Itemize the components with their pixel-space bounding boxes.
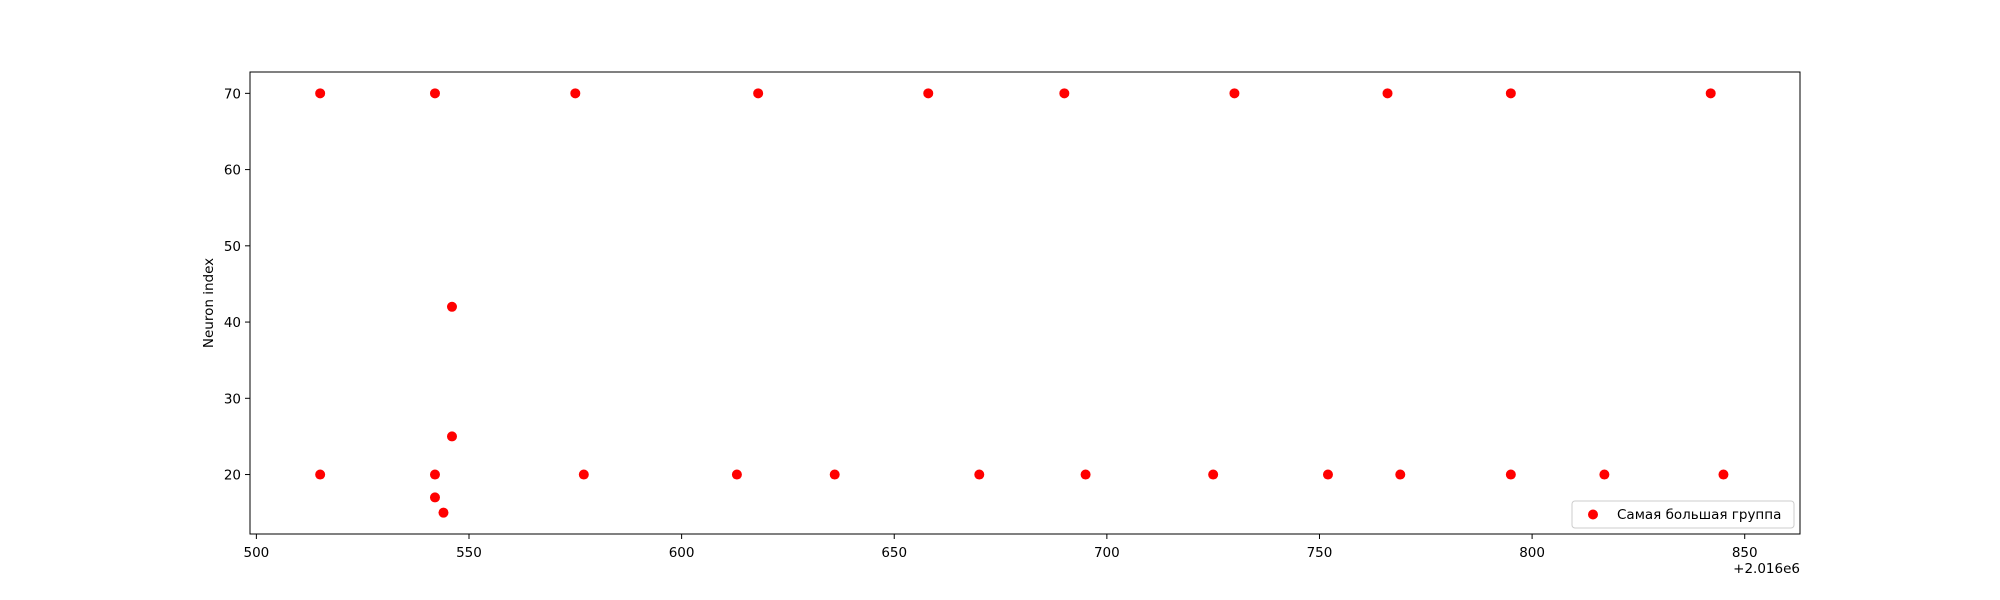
- x-tick-label: 550: [456, 545, 482, 561]
- data-point: [315, 469, 326, 480]
- data-point: [974, 469, 985, 480]
- y-tick-label: 30: [224, 391, 241, 407]
- data-point: [446, 301, 457, 312]
- x-tick-label: 750: [1307, 545, 1333, 561]
- data-point: [1208, 469, 1219, 480]
- data-point: [1705, 88, 1716, 99]
- data-point: [1395, 469, 1406, 480]
- x-tick-label: 600: [669, 545, 695, 561]
- axes-frame: [249, 71, 1801, 535]
- y-tick-label: 50: [224, 239, 241, 255]
- data-point: [1059, 88, 1070, 99]
- data-point: [315, 88, 326, 99]
- legend-marker: [1588, 509, 1598, 520]
- y-tick-label: 60: [224, 163, 241, 179]
- x-tick-label: 850: [1732, 545, 1758, 561]
- data-point: [446, 431, 457, 442]
- legend: Самая большая группа: [1571, 500, 1795, 529]
- data-point: [753, 88, 764, 99]
- data-point: [1322, 469, 1333, 480]
- x-axis-offset-text: +2.016e6: [1733, 561, 1800, 577]
- legend-box: [1571, 500, 1795, 529]
- data-point: [829, 469, 840, 480]
- x-axis-ticks: 500 550 600 650 700 750 800 850: [243, 534, 1758, 561]
- data-point: [1080, 469, 1091, 480]
- data-point: [429, 492, 440, 503]
- y-tick-label: 40: [224, 315, 241, 331]
- data-point: [438, 507, 449, 518]
- x-tick-label: 650: [881, 545, 907, 561]
- data-point: [1505, 88, 1516, 99]
- data-point: [923, 88, 934, 99]
- legend-label: Самая большая группа: [1617, 507, 1781, 523]
- data-points: [315, 88, 1729, 518]
- y-tick-label: 20: [224, 468, 241, 484]
- data-point: [578, 469, 589, 480]
- data-point: [1718, 469, 1729, 480]
- data-point: [1229, 88, 1240, 99]
- x-tick-label: 700: [1094, 545, 1120, 561]
- data-point: [731, 469, 742, 480]
- data-point: [570, 88, 581, 99]
- x-tick-label: 800: [1519, 545, 1545, 561]
- y-axis-label: Neuron index: [201, 258, 217, 348]
- data-point: [1505, 469, 1516, 480]
- y-axis-ticks: 20 30 40 50 60 70: [224, 86, 250, 484]
- x-tick-label: 500: [243, 545, 269, 561]
- data-point: [429, 469, 440, 480]
- data-point: [429, 88, 440, 99]
- data-point: [1599, 469, 1610, 480]
- y-tick-label: 70: [224, 86, 241, 102]
- plot-area: [249, 71, 1801, 535]
- data-point: [1382, 88, 1393, 99]
